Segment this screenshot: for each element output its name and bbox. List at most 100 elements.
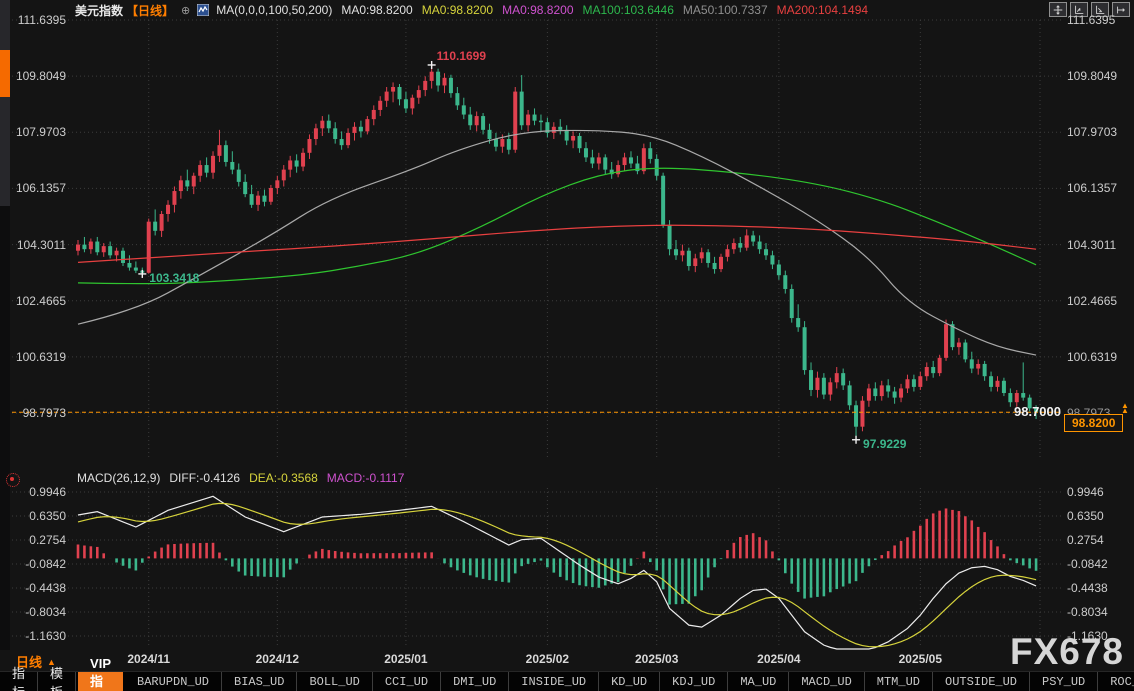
time-axis-row: 日线 ▲ 2024/11 2024/12 2025/01 2025/02 2025/03…: [0, 650, 1134, 671]
indicator-tab-boll_ud[interactable]: BOLL_UD: [297, 672, 373, 691]
period-selector[interactable]: 日线 ▲: [16, 652, 56, 671]
indicator-tab-bias_ud[interactable]: BIAS_UD: [222, 672, 298, 691]
price-axis-label-right: 107.9703: [1067, 125, 1118, 140]
indicator-tab-psy_ud[interactable]: PSY_UD: [1030, 672, 1099, 691]
price-axis-label-left: 106.1357: [15, 181, 66, 196]
ma-legend-item: MA0:98.8200: [421, 3, 494, 17]
price-up-arrow-icon: ▲ ▲: [1121, 401, 1129, 415]
add-compare-icon[interactable]: ⊕: [181, 4, 191, 17]
macd-axis-label-right: -0.8034: [1067, 605, 1108, 619]
macd-axis-label-right: -1.1630: [1067, 629, 1108, 643]
indicator-tab-ma_ud[interactable]: MA_UD: [728, 672, 790, 691]
ma-line-ma50: [77, 129, 1037, 356]
time-axis-label: 2025/01: [384, 652, 428, 666]
macd-axis-label-left: 0.2754: [29, 533, 66, 547]
indicator-tab-kdj_ud[interactable]: KDJ_UD: [660, 672, 729, 691]
indicator-tab-inside_ud[interactable]: INSIDE_UD: [509, 672, 600, 691]
price-axis-label-right: 109.8049: [1067, 69, 1118, 84]
time-axis-label: 2025/02: [525, 652, 570, 666]
chart-header: 美元指数 【日线】 ⊕ MA(0,0,0,100,50,200) MA0:98.8…: [75, 2, 868, 18]
indicator-tab-macd_ud[interactable]: MACD_UD: [789, 672, 865, 691]
price-axis-label-right: 104.3011: [1067, 237, 1117, 252]
price-axis-label-left: 102.4665: [15, 293, 66, 308]
macd-legend: MACD(26,12,9) DIFF:-0.4126 DEA:-0.3568 MACD…: [77, 471, 404, 485]
price-chart-canvas[interactable]: [0, 0, 1134, 650]
ma-line-ma100: [77, 167, 1037, 285]
price-axis-label-right: 111.6395: [1067, 13, 1116, 27]
indicator-tab-[interactable]: 模板: [38, 666, 77, 691]
ma-legend-item: MA(0,0,0,100,50,200): [216, 3, 333, 17]
price-axis-label-left: 104.3011: [16, 237, 66, 252]
macd-axis-label-right: 0.6350: [1067, 509, 1104, 523]
time-axis-label: 2025/04: [757, 652, 801, 666]
macd-diff-line: [77, 495, 1037, 650]
macd-axis-label-left: 0.9946: [29, 485, 66, 499]
indicator-tab-roc_ud[interactable]: ROC_UD: [1098, 672, 1134, 691]
period-tag: 【日线】: [126, 3, 175, 18]
alert-price-label: 98.7000: [1014, 404, 1061, 419]
ma-legend: MA(0,0,0,100,50,200) MA0:98.8200 MA0:98.82…: [216, 3, 868, 17]
indicator-tab-[interactable]: 指标: [0, 666, 39, 691]
last-price-box: 98.8200: [1064, 414, 1124, 432]
mini-chart-icon: [197, 4, 210, 16]
indicator-tab-bar: 指标模板VIP指标BARUPDN_UDBIAS_UDBOLL_UDCCI_UDD…: [0, 656, 1134, 691]
macd-legend-item: DIFF:-0.4126: [169, 471, 241, 485]
left-rail-thumb[interactable]: [0, 50, 10, 97]
macd-axis-label-left: -1.1630: [25, 629, 66, 643]
period-selector-label: 日线: [16, 655, 43, 670]
macd-axis-label-right: -0.0842: [1067, 557, 1108, 571]
macd-legend-item: DEA:-0.3568: [249, 471, 318, 485]
macd-dea-line: [77, 502, 1037, 648]
axis-zoom-out-icon[interactable]: [1091, 2, 1109, 17]
indicator-tab-dmi_ud[interactable]: DMI_UD: [441, 672, 510, 691]
pan-icon[interactable]: [1049, 2, 1067, 17]
indicator-tab-vip[interactable]: VIP指标: [78, 656, 123, 691]
left-rail-track: [0, 0, 10, 206]
extreme-price-label: 103.3418: [149, 270, 200, 285]
indicator-tab-outside_ud[interactable]: OUTSIDE_UD: [933, 672, 1031, 691]
time-axis-label: 2025/03: [634, 652, 679, 666]
ma-line-ma200: [77, 224, 1037, 263]
indicator-tab-kd_ud[interactable]: KD_UD: [599, 672, 661, 691]
chart-toolbar: [1049, 2, 1130, 17]
macd-axis-label-right: 0.9946: [1067, 485, 1104, 499]
macd-axis-label-right: -0.4438: [1067, 581, 1108, 595]
price-axis-label-left: 98.7973: [22, 406, 66, 420]
extreme-price-label: 97.9229: [863, 436, 907, 451]
instrument-title: 美元指数: [75, 3, 124, 18]
indicator-tab-cci_ud[interactable]: CCI_UD: [373, 672, 442, 691]
price-axis-label-left: 109.8049: [15, 69, 66, 84]
indicator-tab-mtm_ud[interactable]: MTM_UD: [865, 672, 933, 691]
axis-zoom-in-icon[interactable]: [1070, 2, 1088, 17]
ma-legend-item: MA50:100.7337: [682, 3, 768, 17]
ma-legend-item: MA0:98.8200: [502, 3, 574, 17]
left-scroll-rail[interactable]: [0, 0, 10, 650]
extreme-price-label: 110.1699: [436, 48, 487, 63]
time-axis-label: 2025/05: [898, 652, 943, 666]
macd-axis-label-left: -0.4438: [25, 581, 66, 595]
indicator-tab-barupdn_ud[interactable]: BARUPDN_UD: [125, 672, 223, 691]
indicator-settings-icon[interactable]: [6, 473, 20, 487]
macd-axis-label-left: 0.6350: [29, 509, 66, 523]
period-dropdown-arrow-icon: ▲: [47, 656, 56, 667]
watermark: FX678: [1009, 631, 1124, 672]
macd-axis-label-left: -0.8034: [25, 605, 66, 619]
ma-legend-item: MA200:104.1494: [776, 3, 869, 17]
macd-legend-item: MACD:-0.1117: [326, 471, 405, 485]
ma-legend-item: MA100:103.6446: [582, 3, 674, 17]
time-axis-label: 2024/12: [255, 652, 300, 666]
price-axis-label-right: 100.6319: [1067, 349, 1118, 364]
macd-axis-label-left: -0.0842: [25, 557, 66, 571]
ma-legend-item: MA0:98.8200: [341, 3, 413, 17]
price-axis-label-left: 111.6395: [17, 13, 66, 27]
price-axis-label-left: 100.6319: [15, 349, 66, 364]
time-axis-label: 2024/11: [127, 652, 171, 666]
price-axis-label-left: 107.9703: [15, 125, 66, 140]
price-axis-label-right: 102.4665: [1067, 293, 1118, 308]
exit-view-icon[interactable]: [1112, 2, 1130, 17]
price-axis-label-right: 106.1357: [1067, 181, 1118, 196]
macd-legend-item: MACD(26,12,9): [77, 471, 161, 485]
candles: [76, 64, 1039, 440]
macd-axis-label-right: 0.2754: [1067, 533, 1104, 547]
